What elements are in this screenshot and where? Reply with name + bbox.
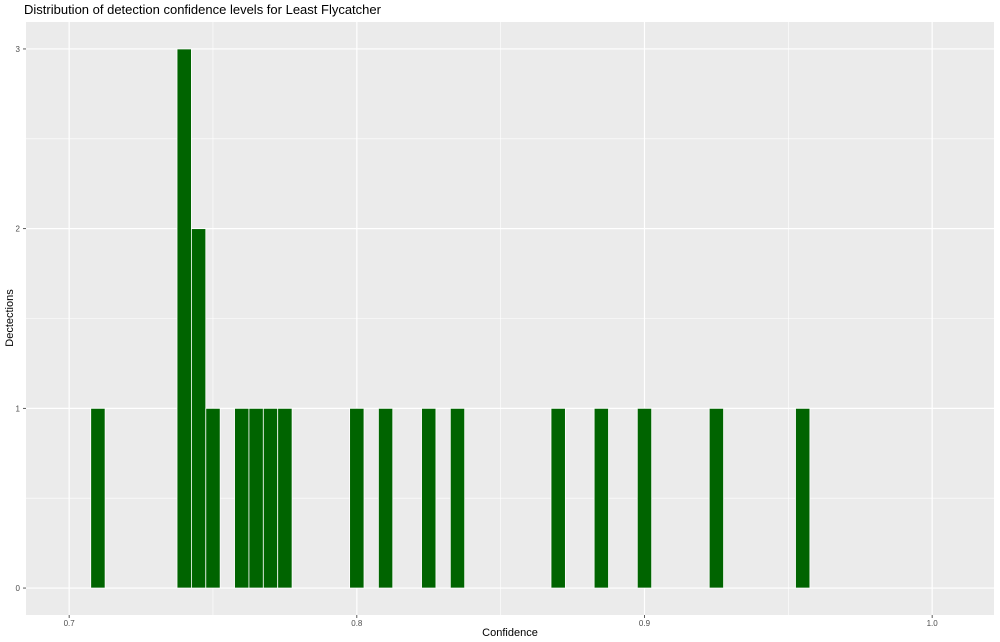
x-axis-label: Confidence	[482, 627, 538, 639]
histogram-bar	[349, 407, 365, 589]
x-axis-ticks: 0.7 0.8 0.9 1.0	[64, 615, 939, 628]
y-tick-label: 1	[16, 404, 21, 413]
histogram-bar	[593, 407, 609, 589]
histogram-bar	[449, 407, 466, 589]
histogram-bar	[234, 407, 250, 589]
histogram-bar	[248, 407, 264, 589]
histogram-bar	[191, 228, 207, 589]
histogram-bar	[636, 407, 653, 589]
histogram-bar	[90, 407, 106, 589]
y-axis-ticks: 0 1 2 3	[16, 45, 26, 593]
y-axis-label: Dectections	[4, 289, 16, 347]
chart-title: Distribution of detection confidence lev…	[24, 2, 382, 17]
y-tick-label: 0	[16, 584, 21, 593]
histogram-bar	[421, 407, 437, 589]
x-tick-label: 1.0	[927, 619, 939, 628]
y-tick-label: 2	[16, 225, 21, 234]
histogram-bar	[795, 407, 811, 589]
bars	[90, 48, 811, 589]
histogram-bar	[262, 407, 279, 589]
x-tick-label: 0.7	[64, 619, 76, 628]
histogram-bar	[708, 407, 724, 589]
histogram-bar	[277, 407, 293, 589]
x-tick-label: 0.9	[639, 619, 651, 628]
histogram-bar	[205, 407, 221, 589]
y-tick-label: 3	[16, 45, 21, 54]
x-tick-label: 0.8	[351, 619, 363, 628]
histogram-bar	[176, 48, 192, 589]
histogram-bar	[377, 407, 394, 589]
histogram-bar	[550, 407, 566, 589]
